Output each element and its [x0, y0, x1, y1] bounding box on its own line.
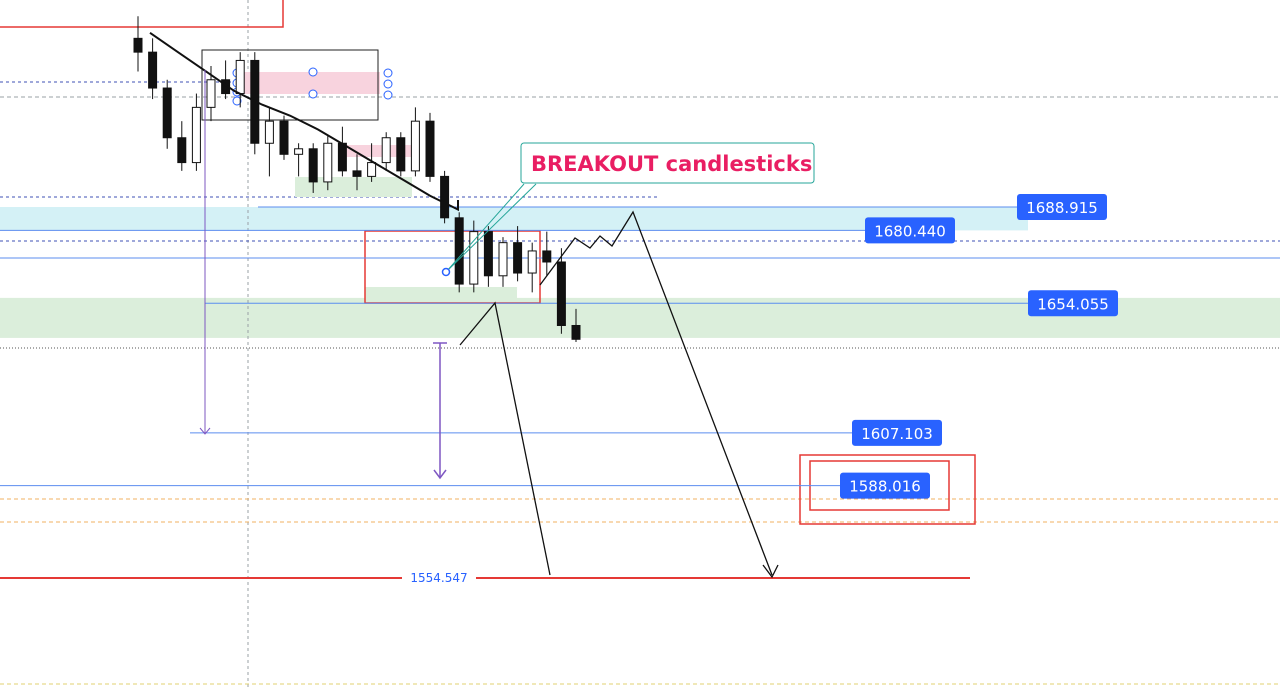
range-box [201, 49, 379, 121]
candle-body [367, 162, 377, 177]
level-1654-label: 1654.055 [1037, 295, 1109, 313]
demand-box-lower [365, 287, 517, 301]
callout-pointer-a [445, 183, 525, 273]
candle-16 [367, 143, 377, 182]
breakout-callout[interactable]: BREAKOUT candlesticks [441, 142, 815, 277]
candle-28 [542, 231, 552, 276]
candle-0 [133, 16, 143, 72]
candle-body [396, 137, 406, 172]
level-1654-label-bg [1028, 290, 1118, 317]
candle-body [235, 59, 245, 95]
candle-3 [177, 121, 187, 171]
candle-9 [264, 107, 274, 177]
level-1607-label: 1607.103 [861, 425, 933, 443]
candle-19 [410, 107, 420, 177]
candle-body [454, 217, 464, 285]
candle-22 [454, 212, 464, 293]
candle-24 [483, 226, 493, 287]
level-1588-label: 1588.016 [849, 478, 921, 496]
candle-15 [352, 154, 362, 191]
projection-arrowhead [762, 564, 779, 579]
measure-arrow-right [433, 469, 447, 480]
level-1688-label-bg [1017, 194, 1107, 220]
candle-body [571, 324, 581, 340]
candle-body [337, 142, 347, 172]
measure-arrow-left [199, 427, 211, 435]
level-1588-label-bg [840, 472, 930, 499]
candle-body [498, 242, 508, 277]
candle-20 [425, 112, 435, 182]
candle-10 [279, 115, 289, 160]
levels-layer [0, 206, 1280, 579]
candle-body [148, 51, 158, 89]
level-1607-label-bg [852, 419, 942, 446]
candle-2 [162, 79, 172, 149]
callout-anchor-dot [441, 267, 451, 277]
callout-text: BREAKOUT candlesticks [531, 152, 812, 176]
candle-13 [323, 134, 333, 191]
red-box-top [0, 0, 284, 28]
drawing-handle-3 [232, 96, 242, 106]
zones-layer [0, 207, 1280, 338]
candle-body [162, 87, 172, 139]
price-labels-layer: 1688.915 1680.440 1654.055 1607.103 1588.016… [402, 194, 1118, 586]
supply-box-upper [240, 72, 380, 94]
candle-23 [469, 220, 479, 293]
candle-body [177, 137, 187, 164]
candle-body [469, 231, 479, 285]
candle-body [294, 148, 304, 155]
candle-30 [571, 308, 581, 343]
candle-1 [148, 38, 158, 100]
level-1688-label: 1688.915 [1026, 199, 1098, 217]
candle-body [425, 120, 435, 177]
target-box-outer [799, 454, 976, 525]
candle-body [527, 250, 537, 274]
candle-body [308, 148, 318, 183]
candle-17 [381, 132, 391, 171]
candle-12 [308, 143, 318, 193]
drawing-handle-8 [383, 90, 393, 100]
projection-path-long [539, 210, 773, 576]
candle-21 [440, 170, 450, 224]
candle-body [191, 106, 201, 164]
callout-box [520, 142, 815, 184]
level-1680-label-bg [865, 217, 955, 244]
candle-18 [396, 132, 406, 177]
candle-body [410, 120, 420, 172]
level-1554-label-bg [402, 570, 476, 586]
drawing-handle-5 [308, 89, 318, 99]
candle-29 [556, 248, 566, 334]
projection-layer [199, 70, 779, 579]
level-1554-label: 1554.547 [410, 571, 467, 585]
candle-body [323, 142, 333, 183]
drawing-handle-4 [308, 67, 318, 77]
candle-body [133, 37, 143, 53]
candle-26 [513, 226, 523, 282]
candle-body [513, 242, 523, 274]
level-1680-label: 1680.440 [874, 222, 946, 240]
candle-body [264, 120, 274, 144]
projection-path-short [459, 301, 551, 576]
candle-11 [294, 143, 304, 177]
candle-body [279, 120, 289, 155]
drawing-handle-7 [383, 79, 393, 89]
candle-27 [527, 242, 537, 293]
candle-14 [337, 126, 347, 177]
resistance-zone [0, 207, 1028, 231]
drawing-handle-6 [383, 68, 393, 78]
candle-body [440, 175, 450, 219]
candle-4 [191, 93, 201, 171]
candle-body [352, 170, 362, 177]
candle-6 [221, 60, 231, 100]
candle-body [483, 231, 493, 277]
candle-body [206, 79, 216, 108]
candle-body [556, 261, 566, 326]
candle-25 [498, 237, 508, 287]
candle-body [381, 137, 391, 164]
candle-body [542, 250, 552, 263]
moving-average-line [149, 31, 459, 212]
callout-pointer-b [445, 183, 537, 273]
